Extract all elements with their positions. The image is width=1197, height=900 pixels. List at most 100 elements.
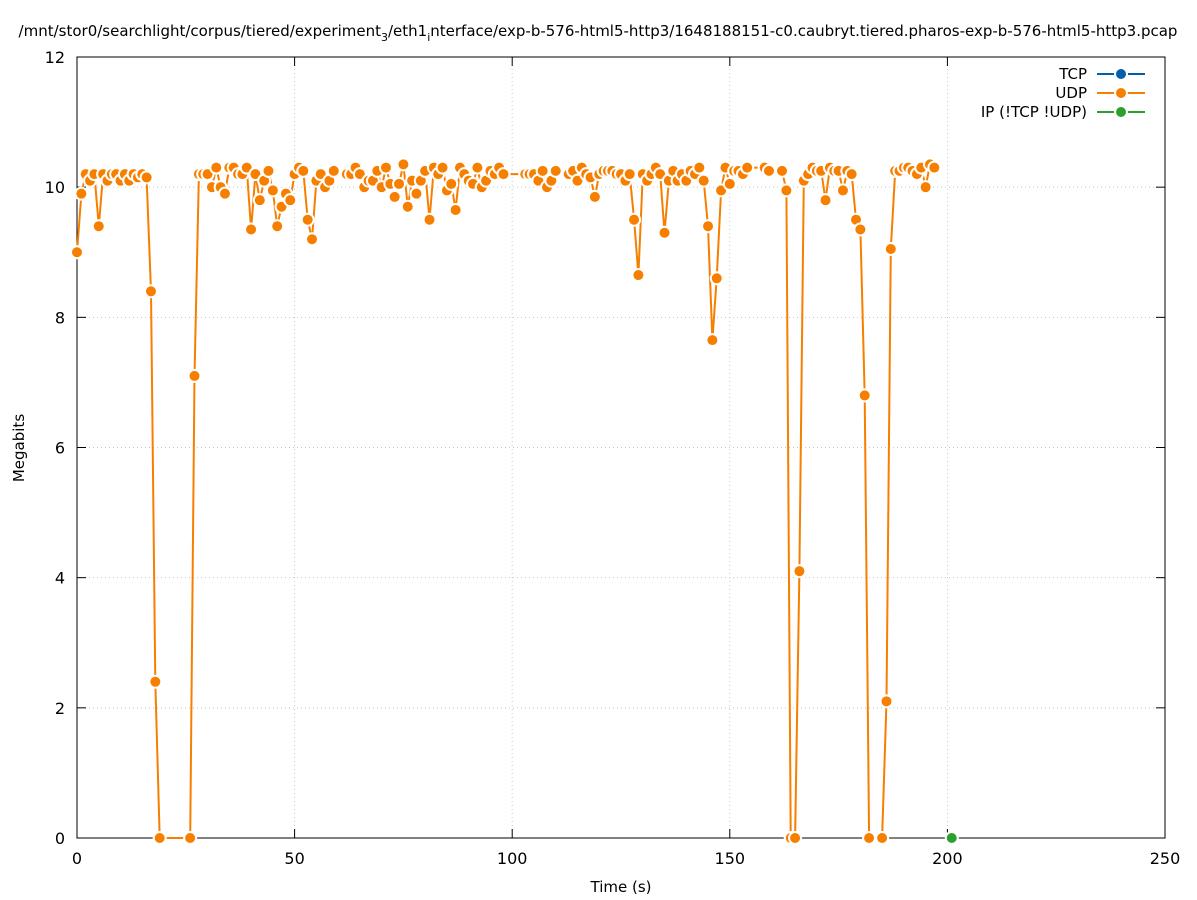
series-ip-tcp-udp- [944, 831, 959, 845]
legend-marker [1116, 88, 1126, 98]
y-tick-label: 10 [45, 178, 65, 197]
data-point [777, 165, 788, 176]
data-point [533, 175, 544, 186]
data-point [437, 162, 448, 173]
y-tick-label: 0 [55, 829, 65, 848]
data-point [790, 833, 801, 843]
data-point [877, 833, 888, 843]
data-point [389, 191, 400, 202]
data-point [93, 221, 104, 232]
data-point [846, 169, 857, 180]
series-layer [70, 157, 959, 845]
data-point [185, 833, 196, 843]
data-point [72, 247, 82, 258]
data-point [211, 162, 222, 173]
data-point [851, 214, 862, 225]
data-point [864, 833, 875, 843]
data-point [328, 165, 339, 176]
data-point [254, 195, 265, 206]
data-point [276, 201, 287, 212]
data-point [415, 175, 426, 186]
data-point [716, 185, 727, 196]
data-point [929, 162, 940, 173]
data-point [794, 566, 805, 577]
data-point [837, 185, 848, 196]
x-tick-label: 150 [715, 849, 746, 868]
data-point [703, 221, 714, 232]
y-tick-label: 4 [55, 569, 65, 588]
data-point [263, 165, 274, 176]
data-point [150, 676, 161, 687]
data-point [589, 191, 600, 202]
data-point [250, 169, 261, 180]
data-point [859, 390, 870, 401]
data-point [546, 175, 557, 186]
data-point [711, 273, 722, 284]
data-point [946, 833, 957, 843]
data-point [694, 162, 705, 173]
data-point [154, 833, 165, 843]
data-point [472, 162, 483, 173]
data-point [707, 335, 718, 346]
data-point [885, 243, 896, 254]
data-point [446, 178, 457, 189]
legend-marker [1116, 69, 1126, 79]
data-point [550, 165, 561, 176]
data-point [681, 175, 692, 186]
x-tick-label: 0 [72, 849, 82, 868]
data-point [763, 165, 774, 176]
data-point [402, 201, 413, 212]
data-point [307, 234, 318, 245]
data-point [367, 175, 378, 186]
y-tick-label: 2 [55, 699, 65, 718]
legend-label: TCP [1058, 65, 1087, 83]
x-axis-label: Time (s) [590, 878, 652, 896]
data-point [655, 169, 666, 180]
data-point [145, 286, 156, 297]
chart-title: /mnt/stor0/searchlight/corpus/tiered/exp… [19, 22, 1178, 44]
data-point [920, 182, 931, 193]
data-point [424, 214, 435, 225]
data-point [572, 175, 583, 186]
data-point [781, 185, 792, 196]
legend-label: IP (!TCP !UDP) [981, 103, 1087, 121]
data-point [411, 188, 422, 199]
x-tick-label: 200 [932, 849, 963, 868]
x-tick-label: 50 [284, 849, 304, 868]
data-point [219, 188, 230, 199]
data-point [698, 175, 709, 186]
grid [77, 57, 1165, 838]
data-point [267, 185, 278, 196]
x-tick-label: 250 [1150, 849, 1181, 868]
data-point [624, 169, 635, 180]
legend-marker [1116, 107, 1126, 117]
data-point [354, 169, 365, 180]
data-point [481, 175, 492, 186]
data-point [724, 178, 735, 189]
data-point [302, 214, 313, 225]
data-point [855, 224, 866, 235]
data-point [380, 162, 391, 173]
data-point [633, 270, 644, 281]
data-point [398, 159, 409, 170]
data-point [629, 214, 640, 225]
legend-label: UDP [1055, 84, 1087, 102]
data-point [498, 169, 509, 180]
data-point [450, 204, 461, 215]
data-point [537, 165, 548, 176]
data-point [298, 165, 309, 176]
data-point [742, 162, 753, 173]
data-point [246, 224, 257, 235]
data-point [202, 169, 213, 180]
x-tick-label: 100 [497, 849, 528, 868]
data-point [189, 370, 200, 381]
data-point [241, 162, 252, 173]
series-line [76, 163, 935, 839]
y-tick-label: 6 [55, 439, 65, 458]
data-point [659, 227, 670, 238]
y-tick-label: 12 [45, 48, 65, 67]
data-point [272, 221, 283, 232]
data-point [259, 175, 270, 186]
